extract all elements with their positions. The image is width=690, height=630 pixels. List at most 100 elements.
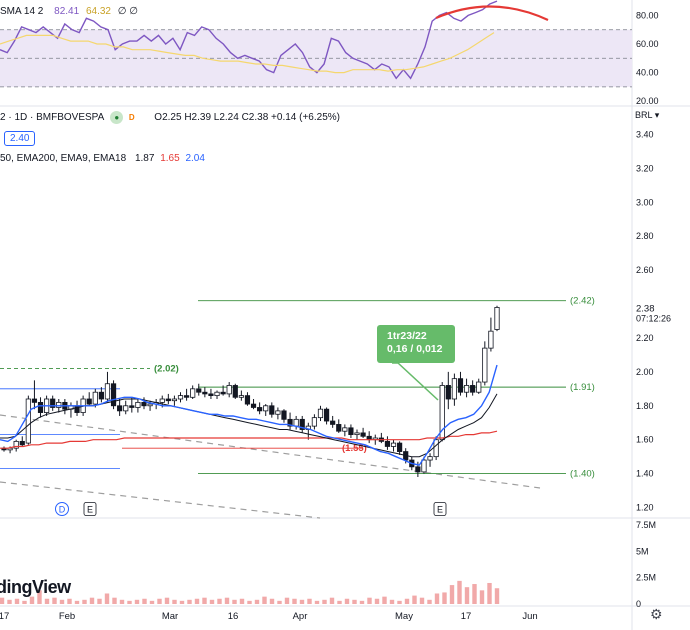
candle-body bbox=[165, 398, 171, 402]
callout-line-1: 1tr23/22 bbox=[387, 330, 427, 342]
candle-body bbox=[141, 401, 147, 407]
rsi-legend-prefix: SMA 14 2 bbox=[0, 6, 44, 17]
candle-body bbox=[488, 330, 494, 349]
earnings-marker bbox=[433, 502, 447, 516]
volume-bar bbox=[389, 599, 395, 604]
price-tick-label: 2.00 bbox=[636, 367, 654, 377]
symbol-title[interactable]: 2 · 1D · BMFBOVESPA bbox=[0, 111, 105, 123]
price-tick-label: 2.80 bbox=[636, 231, 654, 241]
volume-bar bbox=[359, 600, 365, 604]
candle-body bbox=[470, 385, 476, 393]
rsi-tick-label: 40.00 bbox=[636, 68, 659, 78]
volume-bar bbox=[0, 597, 5, 604]
time-tick-label: Apr bbox=[293, 611, 308, 622]
rsi-line bbox=[0, 0, 498, 80]
candle-body bbox=[336, 424, 342, 432]
volume-bar bbox=[67, 598, 72, 604]
candle-body bbox=[98, 391, 104, 400]
rsi-legend: SMA 14 2 82.41 64.32 ∅ ∅ bbox=[0, 6, 138, 17]
candle-body bbox=[110, 383, 117, 407]
earnings-marker-label: E bbox=[437, 505, 443, 515]
volume-bar bbox=[412, 595, 417, 604]
ohlc-values: O2.25 H2.39 L2.24 C2.38 +0.14 (+6.25%) bbox=[154, 111, 340, 123]
ema9-line bbox=[0, 364, 498, 466]
candle-body bbox=[135, 401, 141, 408]
callout-pointer bbox=[392, 362, 439, 401]
candle-body bbox=[433, 439, 439, 458]
volume-bar bbox=[472, 584, 477, 604]
candle-body bbox=[250, 403, 257, 408]
candle-body bbox=[397, 442, 403, 452]
volume-bar bbox=[449, 585, 455, 604]
candle-body bbox=[129, 405, 135, 408]
volume-bar bbox=[22, 600, 27, 604]
volume-bar bbox=[269, 598, 275, 604]
candle-body bbox=[342, 427, 348, 432]
candle-body bbox=[299, 418, 305, 430]
volume-bar bbox=[44, 598, 50, 604]
volume-bar bbox=[179, 600, 185, 604]
price-tick-label: 3.40 bbox=[636, 129, 654, 139]
candle-body bbox=[147, 403, 153, 407]
candle-body bbox=[457, 378, 464, 393]
volume-bar bbox=[187, 599, 192, 604]
candle-body bbox=[220, 391, 226, 395]
candle-body bbox=[25, 398, 31, 444]
volume-bar bbox=[194, 598, 200, 604]
volume-bar bbox=[7, 599, 12, 604]
candle-body bbox=[421, 459, 427, 473]
price-tick-label: 3.00 bbox=[636, 197, 654, 207]
volume-bar bbox=[52, 597, 57, 604]
candle-body bbox=[202, 391, 208, 395]
callout-line-2: 0,16 / 0,012 bbox=[387, 343, 443, 355]
earnings-marker bbox=[83, 502, 97, 516]
volume-bar bbox=[232, 599, 237, 604]
candle-body bbox=[117, 405, 123, 412]
candle-body bbox=[104, 383, 111, 400]
candle-body bbox=[311, 417, 318, 427]
volume-bar bbox=[157, 598, 162, 604]
indicator-value-3: 2.04 bbox=[185, 153, 205, 164]
price-tick-label: 1.80 bbox=[636, 401, 654, 411]
candle-body bbox=[269, 405, 275, 415]
candle-body bbox=[37, 401, 44, 413]
price-level-label: (1.91) bbox=[570, 382, 595, 393]
time-tick-label: May bbox=[395, 611, 413, 622]
price-level-label: (1.40) bbox=[570, 469, 595, 480]
time-tick-label: Feb bbox=[59, 611, 75, 622]
candle-body bbox=[238, 395, 244, 398]
candle-body bbox=[360, 432, 366, 437]
candle-body bbox=[390, 442, 397, 447]
candle-body bbox=[19, 440, 25, 446]
price-tick-label: 3.20 bbox=[636, 163, 654, 173]
volume-bar bbox=[104, 593, 110, 604]
candle-body bbox=[196, 388, 202, 393]
candle-body bbox=[275, 410, 281, 415]
volume-bar bbox=[277, 600, 282, 604]
volume-bar bbox=[382, 596, 387, 604]
candle-body bbox=[445, 385, 451, 400]
volume-bar bbox=[112, 597, 117, 604]
settings-gear-icon[interactable]: ⚙ bbox=[650, 606, 663, 622]
volume-bar bbox=[82, 599, 87, 604]
callout-box[interactable]: 1tr23/22 0,16 / 0,012 bbox=[377, 325, 455, 363]
price-box[interactable]: 2.40 bbox=[4, 131, 36, 146]
volume-bar bbox=[247, 600, 252, 604]
candle-body bbox=[287, 418, 293, 427]
indicator-legend: 50, EMA200, EMA9, EMA18 1.87 1.65 2.04 bbox=[0, 153, 205, 164]
volume-bar bbox=[404, 598, 410, 604]
volume-bar bbox=[464, 587, 470, 604]
candle-body bbox=[244, 395, 251, 405]
volume-bar bbox=[307, 598, 312, 604]
currency-selector[interactable]: BRL ▾ bbox=[635, 110, 660, 120]
candle-body bbox=[494, 307, 500, 330]
candle-body bbox=[183, 395, 190, 398]
volume-bar bbox=[344, 598, 350, 604]
volume-tick-label: 0 bbox=[636, 599, 641, 609]
volume-bar bbox=[37, 590, 42, 604]
candle-body bbox=[293, 418, 299, 427]
price-level-label: (1.55) bbox=[342, 443, 367, 454]
rsi-tick-label: 80.00 bbox=[636, 10, 659, 20]
trend-line-upper bbox=[0, 414, 541, 489]
